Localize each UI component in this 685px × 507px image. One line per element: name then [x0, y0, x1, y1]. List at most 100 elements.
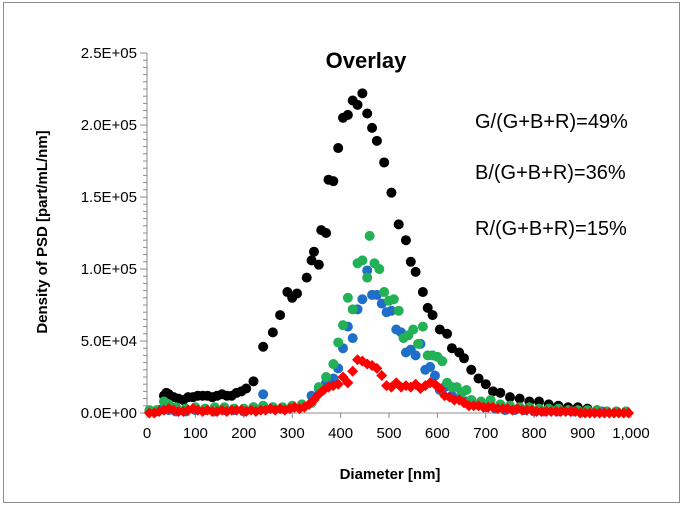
data-point [446, 343, 457, 354]
data-point [408, 324, 419, 335]
data-point [374, 264, 385, 274]
data-point [410, 266, 421, 277]
data-point [371, 135, 382, 146]
x-tick-label: 100 [183, 425, 208, 442]
data-point [425, 361, 436, 372]
chart-title: Overlay [326, 48, 407, 73]
y-tick-label: 2.5E+05 [81, 45, 137, 62]
data-point [410, 350, 421, 361]
data-point [357, 88, 368, 99]
data-point [505, 392, 515, 403]
data-point [459, 353, 470, 364]
y-tick-label: 0.0E+00 [81, 405, 137, 422]
data-point [417, 287, 428, 298]
x-tick-label: 800 [522, 425, 547, 442]
data-point [357, 294, 368, 305]
data-point [442, 328, 453, 339]
data-point [371, 362, 383, 374]
data-point [473, 373, 484, 384]
data-point [308, 246, 319, 257]
data-point [258, 389, 269, 400]
chart-frame [3, 2, 680, 503]
data-point [367, 122, 378, 133]
data-point [427, 310, 438, 321]
data-point [362, 108, 373, 119]
data-point [461, 384, 472, 395]
data-point [332, 378, 344, 390]
x-tick-label: 200 [231, 425, 256, 442]
data-point [534, 396, 545, 407]
data-point [362, 272, 373, 283]
data-point [514, 393, 525, 404]
data-point [413, 338, 424, 349]
y-tick-label: 2.0E+05 [81, 117, 137, 134]
x-tick-label: 700 [473, 425, 498, 442]
data-point [347, 365, 359, 377]
x-tick-label: 300 [280, 425, 305, 442]
data-point [328, 359, 339, 370]
data-point [466, 364, 477, 375]
data-point [292, 288, 303, 299]
data-point [362, 265, 373, 276]
data-point [434, 324, 445, 335]
data-point [241, 383, 252, 394]
annotation-blue-fraction: B/(G+B+R)=36% [475, 162, 626, 184]
data-series [143, 88, 635, 419]
series-3 [143, 354, 635, 419]
data-point [480, 379, 491, 390]
data-point [313, 259, 324, 270]
annotation-red-fraction: R/(G+B+R)=15% [475, 218, 627, 240]
y-axis-title: Density of PSD [part/mL/nm] [34, 130, 51, 333]
data-point [417, 321, 428, 332]
data-point [347, 333, 358, 344]
data-point [422, 302, 433, 313]
data-point [400, 235, 411, 246]
data-point [429, 370, 440, 381]
x-axis-title: Diameter [nm] [340, 466, 441, 483]
data-point [342, 292, 353, 303]
data-point [342, 377, 354, 389]
x-tick-label: 400 [328, 425, 353, 442]
data-point [502, 403, 514, 415]
data-point [388, 294, 399, 305]
data-point [434, 383, 446, 395]
x-tick-label: 500 [376, 425, 401, 442]
x-tick-label: 900 [570, 425, 595, 442]
data-point [393, 219, 404, 230]
data-point [333, 143, 344, 154]
data-point [321, 228, 332, 238]
data-point [306, 255, 317, 266]
x-tick-label: 1,000 [612, 425, 650, 442]
data-point [437, 356, 448, 367]
data-point [258, 341, 269, 352]
data-point [379, 157, 390, 168]
data-point [364, 230, 375, 241]
data-point [333, 337, 344, 348]
data-point [267, 327, 278, 338]
y-tick-label: 1.0E+05 [81, 261, 137, 278]
y-tick-label: 5.0E+04 [81, 333, 137, 350]
data-point [357, 255, 368, 266]
data-point [405, 256, 416, 267]
y-tick-label: 1.5E+05 [81, 189, 137, 206]
data-point [301, 272, 312, 283]
data-point [495, 387, 506, 398]
data-point [347, 304, 358, 315]
data-point [275, 310, 286, 321]
data-point [376, 370, 388, 382]
data-point [379, 287, 390, 298]
data-point [352, 99, 363, 110]
x-tick-label: 600 [425, 425, 450, 442]
data-point [342, 109, 353, 120]
axes: 0.0E+00 5.0E+04 1.0E+05 1.5E+05 2.0E+05 2.5E+… [81, 45, 650, 442]
data-point [321, 372, 332, 382]
x-tick-label: 0 [143, 425, 151, 442]
data-point [328, 176, 339, 187]
data-point [623, 407, 635, 419]
series-0 [144, 88, 632, 417]
annotation-green-fraction: G/(G+B+R)=49% [475, 111, 628, 133]
data-point [338, 320, 349, 331]
data-point [386, 305, 397, 316]
data-point [248, 376, 259, 387]
